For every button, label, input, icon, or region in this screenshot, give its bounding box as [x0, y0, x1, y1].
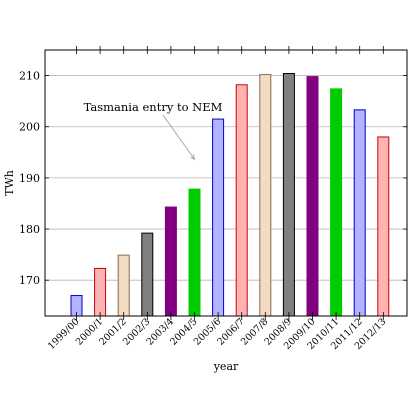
bar [212, 118, 225, 317]
bar [235, 84, 248, 317]
bar [259, 74, 272, 317]
bar [141, 232, 154, 317]
y-tick-label: 200 [19, 121, 40, 134]
bar [377, 136, 390, 317]
bar [94, 267, 107, 317]
y-tick-label: 210 [19, 70, 40, 83]
plot-frame [44, 49, 408, 317]
y-tick-label: 170 [19, 274, 40, 287]
bar [330, 88, 343, 317]
bar [117, 254, 130, 317]
annotation-arrow [162, 114, 195, 160]
y-tick-label: 190 [19, 172, 40, 185]
x-axis-title: year [213, 360, 239, 373]
x-tick-labels: 1999/002000/12001/22002/32003/42004/5200… [46, 316, 388, 352]
bars [70, 73, 390, 317]
y-tick-label: 180 [19, 223, 40, 236]
y-tick-labels: 170 180 190 200 210 [19, 70, 40, 288]
bar [188, 188, 201, 317]
annotation-arrowhead [190, 154, 196, 161]
bar [306, 76, 319, 317]
annotation: Tasmania entry to NEM [84, 100, 223, 161]
y-axis-title: TWh [3, 170, 16, 196]
bar [164, 206, 177, 317]
x-tick-label: 1999/00 [46, 316, 82, 352]
annotation-text: Tasmania entry to NEM [84, 100, 223, 114]
bar [282, 73, 295, 317]
bar [353, 109, 366, 317]
gridlines [45, 75, 407, 281]
